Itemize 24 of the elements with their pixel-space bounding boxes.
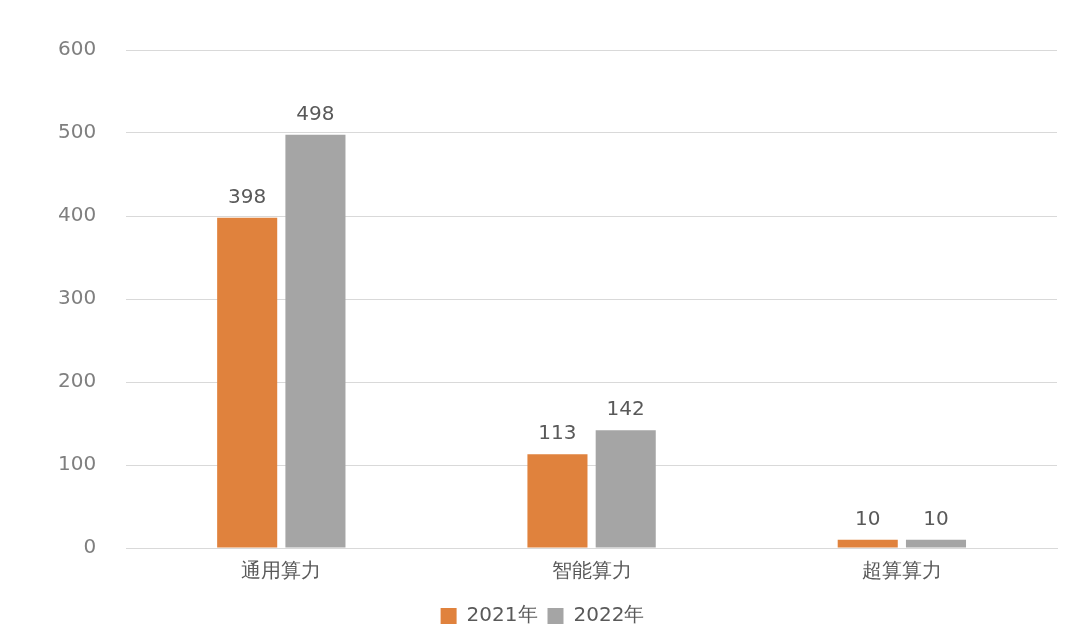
bar bbox=[285, 134, 346, 548]
bar bbox=[905, 539, 967, 548]
y-tick-label: 200 bbox=[57, 368, 97, 393]
y-tick-label: 0 bbox=[83, 534, 97, 559]
data-label: 10 bbox=[855, 505, 881, 530]
y-tick-label: 100 bbox=[57, 451, 97, 476]
legend-label: 2022年 bbox=[573, 602, 645, 627]
legend-label: 2021年 bbox=[466, 602, 538, 627]
bar bbox=[595, 430, 656, 548]
x-tick-label: 通用算力 bbox=[241, 558, 322, 583]
data-label: 10 bbox=[923, 505, 949, 530]
data-label: 398 bbox=[228, 183, 267, 208]
bar bbox=[217, 217, 278, 548]
y-tick-label: 400 bbox=[57, 202, 97, 227]
x-tick-label: 超算算力 bbox=[861, 558, 942, 583]
y-tick-label: 300 bbox=[57, 285, 97, 310]
bar bbox=[527, 454, 588, 548]
data-label: 113 bbox=[538, 420, 577, 445]
data-label: 498 bbox=[296, 100, 335, 125]
y-tick-label: 600 bbox=[57, 36, 97, 61]
data-label: 142 bbox=[606, 396, 645, 421]
bar bbox=[837, 539, 898, 548]
x-tick-label: 智能算力 bbox=[551, 558, 632, 583]
y-tick-label: 500 bbox=[57, 119, 97, 144]
